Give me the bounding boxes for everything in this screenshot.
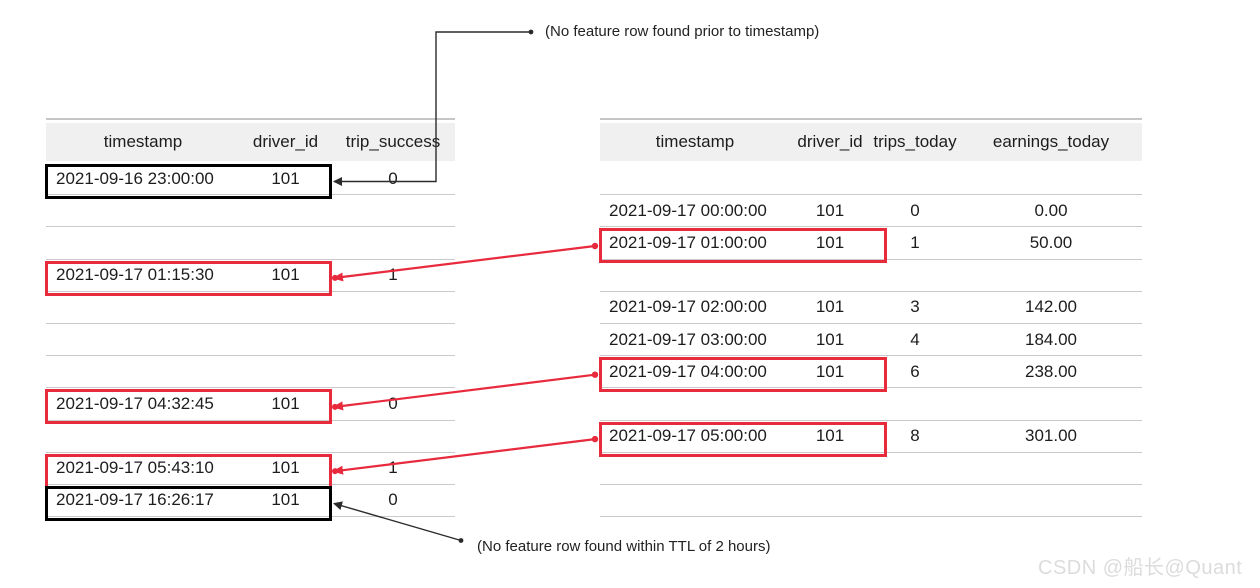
table-row-empty xyxy=(600,388,1142,421)
event-table-header: timestamp driver_id trip_success xyxy=(46,123,455,161)
cell-timestamp: 2021-09-17 04:32:45 xyxy=(56,393,214,413)
cell-earnings-today: 0.00 xyxy=(1034,200,1068,220)
cell-earnings-today: 301.00 xyxy=(1025,426,1077,446)
cell-earnings-today: 50.00 xyxy=(1029,232,1073,252)
feature-table-body: 2021-09-17 00:00:00 101 0 0.00 2021-09-1… xyxy=(600,163,1142,518)
column-header-driver-id: driver_id xyxy=(797,132,863,151)
cell-earnings-today: 184.00 xyxy=(1025,329,1077,349)
cell-driver-id: 101 xyxy=(815,297,845,317)
cell-trip-success: 1 xyxy=(388,265,398,285)
table-row-empty xyxy=(600,163,1142,196)
cell-trips-today: 1 xyxy=(910,232,920,252)
table-top-border xyxy=(600,118,1142,120)
cell-trips-today: 3 xyxy=(910,297,920,317)
event-table-body: 2021-09-16 23:00:00 101 0 2021-09-17 01:… xyxy=(46,163,455,518)
cell-trip-success: 1 xyxy=(388,458,398,478)
cell-timestamp: 2021-09-16 23:00:00 xyxy=(56,168,214,188)
cell-driver-id: 101 xyxy=(271,490,300,510)
table-row-empty xyxy=(46,195,455,228)
table-row-empty xyxy=(46,324,455,357)
table-row-empty xyxy=(46,292,455,324)
cell-trip-success: 0 xyxy=(388,168,398,188)
column-header-trip-success: trip_success xyxy=(345,132,441,151)
table-row-empty xyxy=(46,227,455,260)
column-header-driver-id: driver_id xyxy=(252,132,319,151)
cell-timestamp: 2021-09-17 01:00:00 xyxy=(609,232,767,252)
cell-driver-id: 101 xyxy=(815,426,845,446)
table-row-empty xyxy=(46,421,455,453)
cell-trip-success: 0 xyxy=(388,490,398,510)
table-row: 2021-09-17 00:00:00 101 0 0.00 xyxy=(600,195,1142,228)
table-row: 2021-09-17 05:00:00 101 8 301.00 xyxy=(600,421,1142,453)
cell-timestamp: 2021-09-17 02:00:00 xyxy=(609,297,767,317)
cell-timestamp: 2021-09-17 16:26:17 xyxy=(56,490,214,510)
table-row: 2021-09-17 05:43:10 101 1 xyxy=(46,453,455,485)
cell-driver-id: 101 xyxy=(815,329,845,349)
table-row: 2021-09-16 23:00:00 101 0 xyxy=(46,163,455,196)
table-row: 2021-09-17 01:00:00 101 1 50.00 xyxy=(600,227,1142,260)
annotation-no-prior-row: (No feature row found prior to timestamp… xyxy=(545,23,820,40)
watermark-text: CSDN @船长@Quant xyxy=(1038,557,1243,579)
table-row-empty xyxy=(600,260,1142,292)
cell-driver-id: 101 xyxy=(271,458,300,478)
cell-timestamp: 2021-09-17 05:43:10 xyxy=(56,458,214,478)
cell-earnings-today: 238.00 xyxy=(1025,361,1077,381)
table-row-empty xyxy=(600,453,1142,485)
table-row: 2021-09-17 16:26:17 101 0 xyxy=(46,485,455,518)
column-header-timestamp: timestamp xyxy=(103,132,183,151)
table-row: 2021-09-17 03:00:00 101 4 184.00 xyxy=(600,324,1142,357)
feature-table-header: timestamp driver_id trips_today earnings… xyxy=(600,123,1142,161)
cell-timestamp: 2021-09-17 03:00:00 xyxy=(609,329,767,349)
cell-timestamp: 2021-09-17 01:15:30 xyxy=(56,265,214,285)
cell-driver-id: 101 xyxy=(815,361,845,381)
cell-earnings-today: 142.00 xyxy=(1025,297,1077,317)
column-header-earnings-today: earnings_today xyxy=(992,132,1110,151)
column-header-trips-today: trips_today xyxy=(873,132,957,151)
cell-trips-today: 6 xyxy=(910,361,920,381)
cell-timestamp: 2021-09-17 04:00:00 xyxy=(609,361,767,381)
table-row: 2021-09-17 04:00:00 101 6 238.00 xyxy=(600,356,1142,389)
cell-driver-id: 101 xyxy=(271,393,300,413)
table-top-border xyxy=(46,118,455,120)
table-row: 2021-09-17 02:00:00 101 3 142.00 xyxy=(600,292,1142,324)
table-row-empty xyxy=(600,485,1142,518)
cell-timestamp: 2021-09-17 05:00:00 xyxy=(609,426,767,446)
table-row: 2021-09-17 01:15:30 101 1 xyxy=(46,260,455,292)
table-row-empty xyxy=(46,356,455,389)
cell-timestamp: 2021-09-17 00:00:00 xyxy=(609,200,767,220)
table-row: 2021-09-17 04:32:45 101 0 xyxy=(46,388,455,421)
cell-trip-success: 0 xyxy=(388,393,398,413)
cell-driver-id: 101 xyxy=(815,232,845,252)
cell-trips-today: 0 xyxy=(910,200,920,220)
annotation-no-ttl-row: (No feature row found within TTL of 2 ho… xyxy=(477,538,771,555)
cell-trips-today: 8 xyxy=(910,426,920,446)
column-header-timestamp: timestamp xyxy=(655,132,735,151)
cell-trips-today: 4 xyxy=(910,329,920,349)
cell-driver-id: 101 xyxy=(271,265,300,285)
cell-driver-id: 101 xyxy=(815,200,845,220)
cell-driver-id: 101 xyxy=(271,168,300,188)
